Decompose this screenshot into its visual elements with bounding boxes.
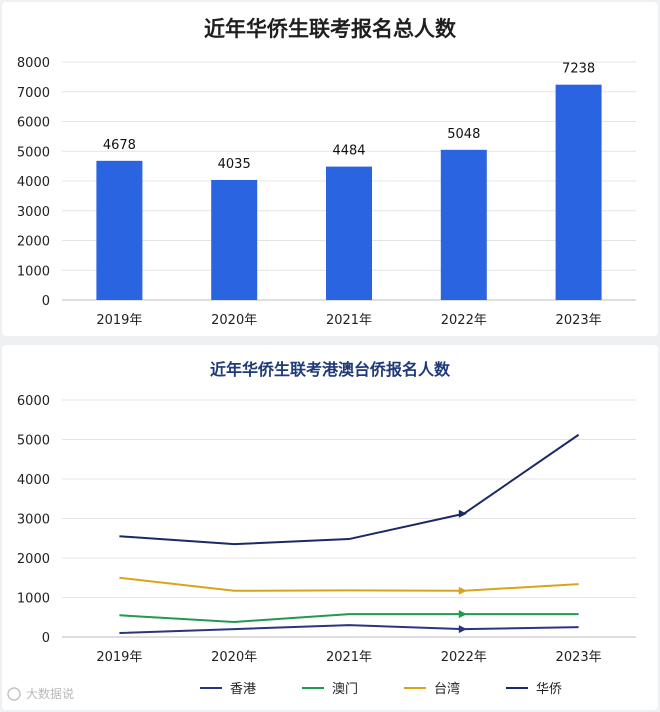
legend-label: 台湾 <box>434 681 460 697</box>
y-tick-label: 0 <box>42 631 50 646</box>
watermark-icon <box>7 687 21 701</box>
bar-chart-title: 近年华侨生联考报名总人数 <box>204 17 457 41</box>
y-tick-label: 2000 <box>17 552 50 567</box>
bar-data-label: 7238 <box>562 62 595 77</box>
y-tick-label: 6000 <box>17 394 50 409</box>
bar <box>211 179 258 300</box>
y-tick-label: 2000 <box>17 235 50 250</box>
bar-data-label: 5048 <box>447 127 480 142</box>
series-marker <box>458 586 467 595</box>
series-marker <box>458 509 467 518</box>
bar <box>96 160 143 300</box>
y-tick-label: 7000 <box>17 86 50 101</box>
series-marker <box>458 625 467 634</box>
watermark: 大数据说 <box>7 686 74 701</box>
y-tick-label: 4000 <box>17 175 50 190</box>
x-tick-label: 2022年 <box>441 650 487 665</box>
series-line <box>119 624 579 635</box>
y-tick-label: 6000 <box>17 116 50 131</box>
bar-chart: 近年华侨生联考报名总人数 0 1000 2000 3000 4000 5000 6000 70… <box>17 17 636 328</box>
bar <box>555 84 602 301</box>
y-tick-label: 5000 <box>17 145 50 160</box>
y-tick-label: 5000 <box>17 434 50 449</box>
x-tick-label: 2021年 <box>326 650 372 665</box>
x-tick-label: 2019年 <box>96 650 142 665</box>
bar <box>440 149 487 300</box>
x-tick-label: 2020年 <box>211 313 257 328</box>
legend-label: 华侨 <box>536 682 562 697</box>
x-tick-label: 2021年 <box>326 313 372 328</box>
x-tick-label: 2023年 <box>556 313 602 328</box>
legend-label: 澳门 <box>332 681 358 697</box>
y-tick-label: 4000 <box>17 473 50 488</box>
bar-chart-panel: 近年华侨生联考报名总人数 0 1000 2000 3000 4000 5000 6000 70… <box>2 2 658 336</box>
y-tick-label: 3000 <box>17 205 50 220</box>
watermark-text: 大数据说 <box>26 686 74 701</box>
y-tick-label: 3000 <box>17 513 50 528</box>
series-line <box>119 576 579 592</box>
bar-data-label: 4035 <box>218 157 251 172</box>
y-tick-label: 1000 <box>17 592 50 607</box>
bar-data-label: 4678 <box>103 138 136 153</box>
legend-label: 香港 <box>230 682 256 697</box>
series-line <box>119 433 580 546</box>
y-tick-label: 8000 <box>17 56 50 71</box>
y-tick-label: 1000 <box>17 264 50 279</box>
x-tick-label: 2020年 <box>211 650 257 665</box>
x-tick-label: 2023年 <box>556 650 602 665</box>
series-marker <box>458 610 467 619</box>
bar-data-label: 4484 <box>332 144 365 159</box>
line-chart: 近年华侨生联考港澳台侨报名人数 0 1000 2000 3000 4000 5000 600… <box>7 360 636 701</box>
x-tick-label: 2022年 <box>441 313 487 328</box>
line-chart-title: 近年华侨生联考港澳台侨报名人数 <box>210 360 451 379</box>
bar <box>326 166 372 300</box>
y-tick-label: 0 <box>42 294 50 309</box>
series-line <box>119 613 579 623</box>
x-tick-label: 2019年 <box>96 313 142 328</box>
line-chart-panel: 近年华侨生联考港澳台侨报名人数 0 1000 2000 3000 4000 5000 600… <box>2 345 658 710</box>
